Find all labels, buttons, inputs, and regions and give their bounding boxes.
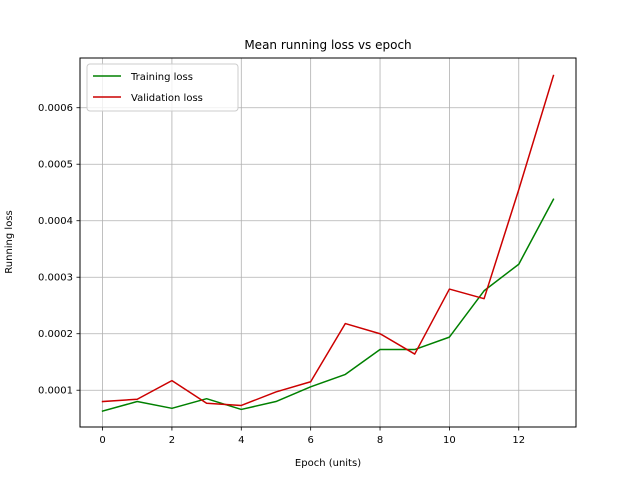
x-tick-label: 6 — [307, 435, 313, 446]
series-lines — [101, 74, 555, 413]
series-line-validation-loss — [101, 74, 555, 407]
series-line-training-loss — [101, 198, 555, 413]
y-tick-label: 0.0004 — [38, 216, 73, 227]
y-tick-label: 0.0002 — [38, 329, 73, 340]
legend: Training loss Validation loss — [86, 63, 239, 112]
x-tick-label: 0 — [99, 435, 105, 446]
x-axis: 0 2 4 6 8 10 12 — [99, 427, 525, 446]
grid — [80, 58, 576, 427]
y-tick-label: 0.0001 — [38, 386, 73, 397]
y-axis-label: Running loss — [4, 210, 15, 273]
x-tick-label: 2 — [169, 435, 175, 446]
y-tick-label: 0.0003 — [38, 273, 73, 284]
x-tick-label: 10 — [443, 435, 456, 446]
x-tick-label: 8 — [377, 435, 383, 446]
y-tick-label: 0.0006 — [38, 103, 73, 114]
legend-box — [86, 63, 239, 112]
y-axis: 0.0001 0.0002 0.0003 0.0004 0.0005 0.0006 — [38, 103, 80, 397]
legend-label-validation: Validation loss — [131, 93, 203, 104]
x-tick-label: 4 — [238, 435, 244, 446]
plot-frame — [79, 57, 577, 428]
x-axis-label: Epoch (units) — [295, 458, 361, 469]
x-tick-label: 12 — [512, 435, 525, 446]
y-tick-label: 0.0005 — [38, 160, 73, 171]
legend-label-training: Training loss — [130, 72, 193, 83]
chart-title: Mean running loss vs epoch — [244, 38, 411, 52]
